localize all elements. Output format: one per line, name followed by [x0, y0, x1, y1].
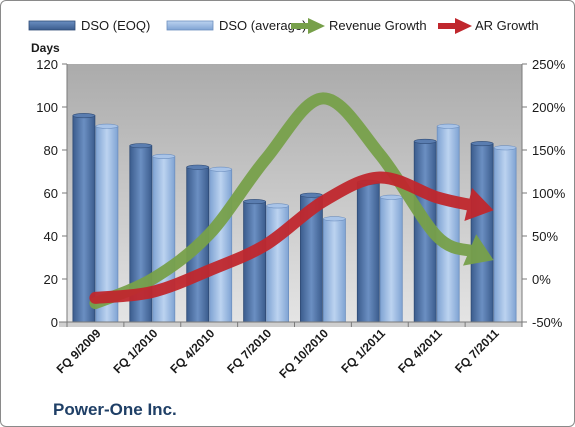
line-ar-growth — [89, 171, 478, 304]
bar-cap-dso-eoq-fq-1-2010 — [129, 143, 153, 149]
y-tick-label: 100 — [36, 100, 58, 115]
bar-dso-average-fq-10-2010 — [322, 218, 346, 323]
y2-tick-label: -50% — [532, 315, 563, 330]
bar-cap-dso-eoq-fq-4-2011 — [413, 138, 437, 144]
bar-dso-eoq-fq-1-2011 — [356, 181, 380, 323]
x-tick-label-fq-7-2011: FQ 7/2011 — [452, 326, 502, 376]
bar-cap-dso-eoq-fq-10-2010 — [300, 192, 323, 198]
y-tick-label: 0 — [51, 315, 58, 330]
bar-dso-eoq-fq-9-2009 — [72, 115, 96, 323]
bar-dso-average-fq-1-2011 — [379, 196, 403, 323]
bar-cap-dso-average-fq-7-2010 — [266, 203, 289, 209]
y-tick-label: 120 — [36, 57, 58, 72]
legend-label-ar-growth: AR Growth — [475, 18, 539, 33]
x-tick-label-fq-9-2009: FQ 9/2009 — [54, 326, 104, 376]
y-tick-label: 20 — [44, 272, 58, 287]
y2-tick-label: 250% — [532, 57, 566, 72]
arrowhead-revenue-growth — [463, 234, 494, 266]
legend-swatch-dso-average — [166, 20, 214, 31]
legend-label-dso-average: DSO (average) — [219, 18, 306, 33]
x-tick-label-fq-4-2011: FQ 4/2011 — [395, 326, 445, 376]
y-axis-title: Days — [31, 41, 60, 55]
x-tick-label-fq-1-2010: FQ 1/2010 — [110, 326, 160, 376]
y-tick-label: 80 — [44, 143, 58, 158]
growth-arrows — [89, 92, 494, 310]
legend-label-revenue-growth: Revenue Growth — [329, 18, 427, 33]
y2-tick-label: 100% — [532, 186, 566, 201]
bar-cap-dso-average-fq-1-2010 — [152, 153, 176, 159]
y2-axis-ticks: -50% 0% 50% 100% 150% 200% 250% — [522, 57, 566, 330]
y-tick-label: 60 — [44, 186, 58, 201]
legend-label-dso-eoq: DSO (EOQ) — [81, 18, 150, 33]
y2-tick-label: 0% — [532, 272, 551, 287]
y2-tick-label: 50% — [532, 229, 558, 244]
bar-dso-eoq-fq-7-2011 — [470, 143, 494, 323]
bar-cap-dso-eoq-fq-7-2011 — [470, 141, 494, 147]
arrow-revenue-growth — [89, 92, 494, 310]
bar-cap-dso-average-fq-1-2011 — [379, 194, 403, 200]
legend-swatch-dso-eoq — [28, 20, 76, 31]
bar-cap-dso-eoq-fq-7-2010 — [243, 199, 266, 205]
bar-dso-average-fq-4-2010 — [209, 168, 233, 323]
y2-tick-label: 200% — [532, 100, 566, 115]
line-revenue-growth — [89, 92, 479, 310]
bar-dso-eoq-fq-7-2010 — [243, 201, 267, 323]
bar-dso-average-fq-7-2011 — [493, 147, 517, 323]
x-tick-label-fq-1-2011: FQ 1/2011 — [338, 326, 388, 376]
bar-cap-dso-eoq-fq-9-2009 — [72, 113, 96, 119]
x-tick-label-fq-7-2010: FQ 7/2010 — [224, 326, 274, 376]
bar-cap-dso-average-fq-9-2009 — [95, 123, 119, 129]
bar-cap-dso-average-fq-10-2010 — [323, 216, 346, 222]
arrowhead-ar-growth — [464, 187, 494, 221]
y-axis-ticks: 0 20 40 60 80 100 120 — [36, 57, 67, 330]
x-tick-label-fq-4-2010: FQ 4/2010 — [167, 326, 217, 376]
legend-arrow-ar-growth — [438, 18, 472, 34]
bar-cap-dso-average-fq-4-2011 — [436, 123, 460, 129]
bar-cap-dso-eoq-fq-4-2010 — [186, 164, 209, 170]
plot-floor — [59, 322, 522, 327]
bar-dso-average-fq-4-2011 — [436, 125, 460, 323]
y-tick-label: 40 — [44, 229, 58, 244]
bar-cap-dso-average-fq-4-2010 — [209, 166, 232, 172]
bar-dso-average-fq-1-2010 — [152, 155, 176, 323]
bar-cap-dso-average-fq-7-2011 — [493, 145, 517, 151]
x-tick-label-fq-10-2010: FQ 10/2010 — [276, 326, 331, 381]
company-name: Power-One Inc. — [53, 400, 177, 419]
arrow-ar-growth — [89, 171, 494, 304]
y2-tick-label: 150% — [532, 143, 566, 158]
legend: DSO (EOQ) DSO (average) Revenue Growth A… — [28, 18, 539, 34]
x-axis-ticks: FQ 9/2009 FQ 1/2010 FQ 4/2010 FQ 7/2010 FQ 1… — [54, 322, 523, 381]
legend-arrow-revenue-growth — [291, 18, 325, 34]
